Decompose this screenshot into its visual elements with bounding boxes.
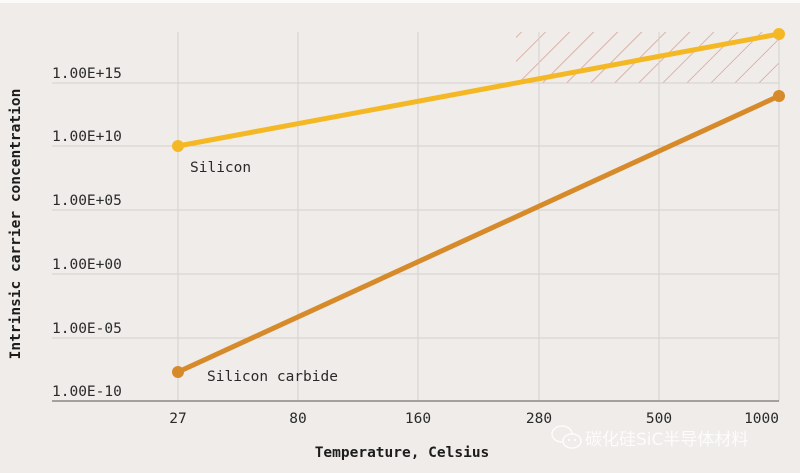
x-axis-label: Temperature, Celsius [315, 445, 490, 461]
watermark-text: 碳化硅SiC半导体材料 [585, 430, 748, 450]
x-tick: 27 [169, 411, 186, 427]
series-label-silicon: Silicon [190, 160, 251, 176]
y-tick: 1.00E+00 [52, 257, 122, 273]
y-tick: 1.00E+10 [52, 129, 122, 145]
data-point [172, 140, 184, 152]
wechat-icon [551, 425, 582, 449]
y-axis-ticks: 1.00E+15 1.00E+10 1.00E+05 1.00E+00 1.00… [52, 66, 122, 400]
x-tick: 280 [526, 411, 552, 427]
x-tick: 1000 [744, 411, 779, 427]
data-point [773, 90, 785, 102]
data-point [172, 366, 184, 378]
top-strip [0, 0, 800, 3]
y-tick: 1.00E-05 [52, 321, 122, 337]
series-silicon: Silicon [172, 28, 785, 176]
series-label-silicon-carbide: Silicon carbide [207, 369, 338, 385]
watermark: 碳化硅SiC半导体材料 [551, 425, 748, 450]
y-tick: 1.00E+05 [52, 193, 122, 209]
x-tick: 160 [405, 411, 431, 427]
series-silicon-carbide: Silicon carbide [172, 90, 785, 385]
x-tick: 500 [646, 411, 672, 427]
x-tick: 80 [289, 411, 306, 427]
data-point [773, 28, 785, 40]
y-tick: 1.00E-10 [52, 384, 122, 400]
x-axis-ticks: 27 80 160 280 500 1000 [169, 411, 779, 427]
vertical-gridlines [177, 32, 780, 401]
y-tick: 1.00E+15 [52, 66, 122, 82]
horizontal-gridlines [52, 82, 779, 339]
y-axis-label: Intrinsic carrier concentration [8, 89, 24, 360]
